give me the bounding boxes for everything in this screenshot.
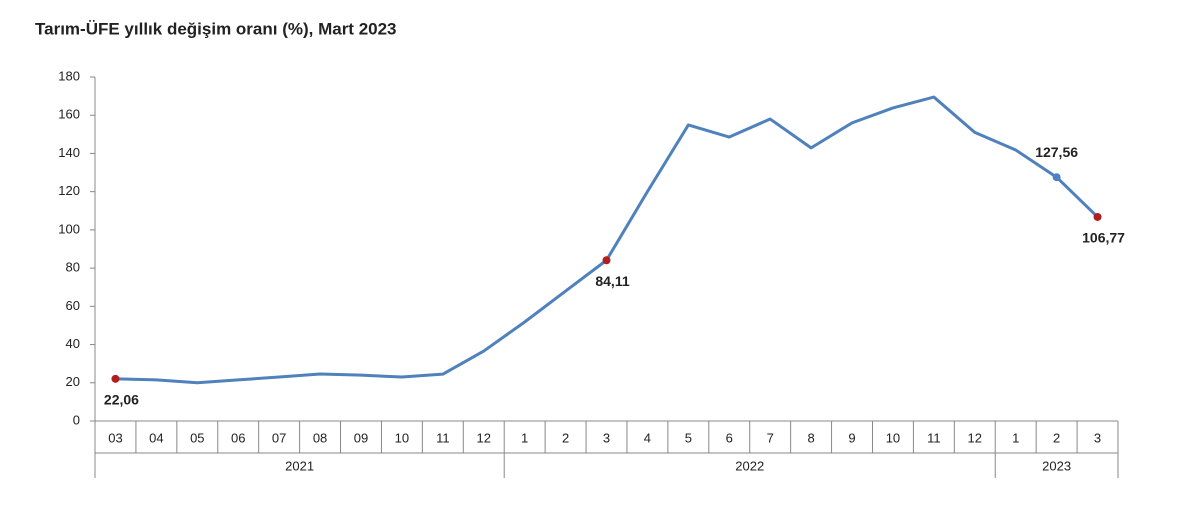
highlight-point: [1052, 173, 1061, 182]
x-tick-label: 09: [354, 430, 368, 445]
highlight-point: [1093, 212, 1102, 221]
x-tick-label: 12: [477, 430, 491, 445]
x-tick-label: 07: [272, 430, 286, 445]
y-tick-label: 20: [66, 374, 80, 389]
y-tick-label: 0: [73, 412, 80, 427]
x-tick-label: 11: [436, 430, 450, 445]
x-tick-label: 05: [190, 430, 204, 445]
x-tick-label: 8: [807, 430, 814, 445]
x-tick-label: 10: [886, 430, 900, 445]
x-tick-label: 3: [1094, 430, 1101, 445]
x-group-label: 2022: [735, 458, 764, 473]
series-line: [115, 95, 1099, 385]
x-tick-label: 4: [644, 430, 651, 445]
x-tick-label: 08: [313, 430, 327, 445]
x-tick-label: 2: [562, 430, 569, 445]
chart-title: Tarım-ÜFE yıllık değişim oranı (%), Mart…: [35, 19, 397, 38]
x-tick-label: 11: [927, 430, 941, 445]
y-tick-label: 80: [66, 260, 80, 275]
data-label: 84,11: [595, 273, 629, 289]
y-tick-label: 60: [66, 298, 80, 313]
y-tick-label: 140: [58, 145, 80, 160]
y-tick-label: 40: [66, 336, 80, 351]
x-tick-label: 2: [1053, 430, 1060, 445]
x-tick-label: 03: [108, 430, 122, 445]
y-tick-label: 160: [58, 107, 80, 122]
y-tick-label: 120: [58, 183, 80, 198]
data-label: 106,77: [1082, 230, 1125, 246]
y-tick-label: 100: [58, 221, 80, 236]
x-tick-label: 9: [848, 430, 855, 445]
data-label: 127,56: [1035, 144, 1078, 160]
data-label: 22,06: [104, 392, 139, 408]
x-tick-label: 5: [685, 430, 692, 445]
x-tick-label: 7: [767, 430, 774, 445]
x-tick-label: 10: [395, 430, 409, 445]
x-group-label: 2023: [1042, 458, 1071, 473]
x-tick-label: 04: [149, 430, 163, 445]
x-tick-label: 12: [968, 430, 982, 445]
x-tick-label: 06: [231, 430, 245, 445]
y-tick-label: 180: [58, 68, 80, 83]
x-group-label: 2021: [285, 458, 314, 473]
highlight-point: [602, 256, 611, 265]
highlight-point: [111, 374, 120, 383]
x-tick-label: 1: [1012, 430, 1019, 445]
x-tick-label: 3: [603, 430, 610, 445]
x-tick-label: 1: [521, 430, 528, 445]
x-tick-label: 6: [726, 430, 733, 445]
